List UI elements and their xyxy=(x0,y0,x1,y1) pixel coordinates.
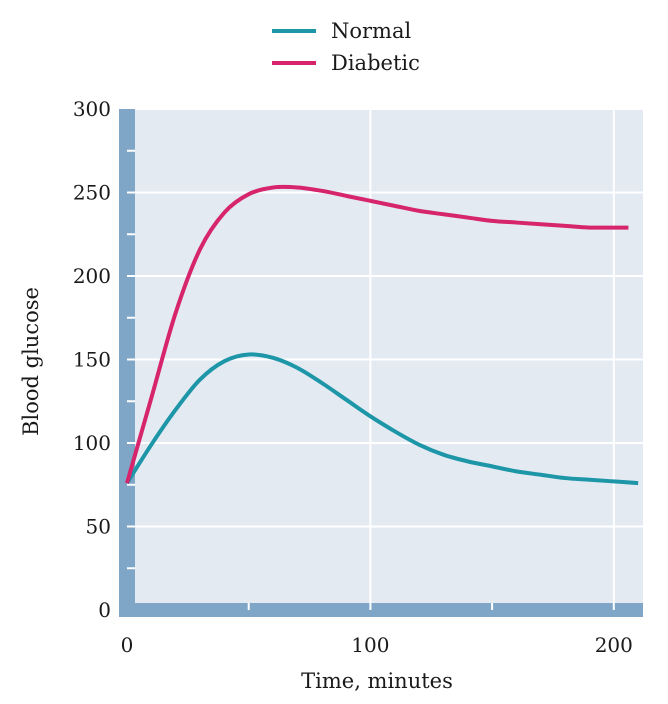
legend-label-normal: Normal xyxy=(331,19,411,43)
y-tick-label: 200 xyxy=(73,264,111,288)
series-line-diabetic xyxy=(125,184,629,484)
y-axis-title: Blood glucose xyxy=(19,287,43,436)
legend: Normal Diabetic xyxy=(272,19,420,75)
series-line-normal xyxy=(125,352,639,486)
legend-label-diabetic: Diabetic xyxy=(331,51,420,75)
y-tick-label: 50 xyxy=(86,515,111,539)
plot-background xyxy=(119,109,643,617)
x-tick-label: 100 xyxy=(351,633,389,657)
x-tick-label: 0 xyxy=(121,633,134,657)
grid-lines xyxy=(135,108,643,603)
y-tick-label: 250 xyxy=(73,181,111,205)
y-tick-label: 0 xyxy=(98,598,111,622)
y-tick-label: 300 xyxy=(73,97,111,121)
y-tick-label: 150 xyxy=(73,348,111,372)
x-axis-bar xyxy=(119,603,643,617)
y-axis-bar xyxy=(119,109,135,617)
tick-marks xyxy=(127,149,615,610)
x-tick-labels: 0 100 200 xyxy=(121,633,633,657)
x-axis-title: Time, minutes xyxy=(301,669,453,693)
y-tick-label: 100 xyxy=(73,431,111,455)
y-tick-labels: 0 50 100 150 200 250 300 xyxy=(73,97,111,622)
x-tick-label: 200 xyxy=(595,633,633,657)
series-lines xyxy=(125,184,639,486)
